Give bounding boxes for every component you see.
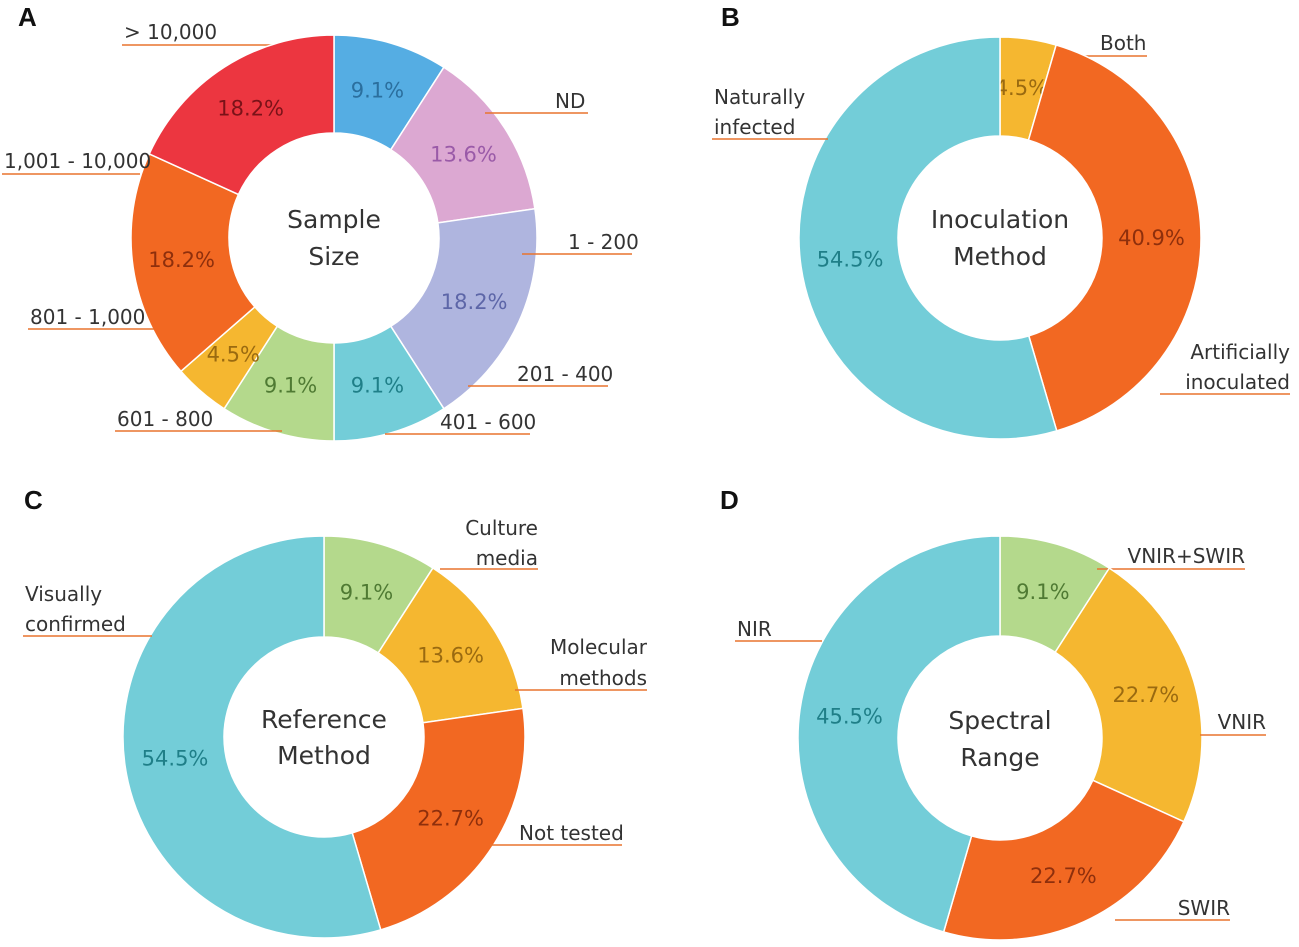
donut-panel-b: B 4.5% Both 40.9% Artificially inoculated 54.5…	[712, 2, 1290, 440]
slice-value-label: 4.5%	[207, 342, 260, 366]
category-label: VNIR+SWIR	[1128, 544, 1246, 568]
donut-panel-a: A 9.1% > 10,000 13.6% ND 18.2% 1 - 200 9.1% 201 …	[2, 2, 639, 442]
slice-value-label: 4.5%	[995, 76, 1048, 100]
category-label: Artificially	[1190, 340, 1290, 364]
slice-value-label: 18.2%	[441, 290, 508, 314]
category-label: Not tested	[519, 821, 624, 845]
donut-center-title: Reference	[261, 705, 387, 734]
slice-value-label: 9.1%	[1016, 580, 1069, 604]
category-label: inoculated	[1185, 370, 1290, 394]
slice-not-tested	[351, 707, 526, 931]
category-label: 1 - 200	[568, 230, 639, 254]
donut-panel-d: D 9.1% VNIR+SWIR 22.7% VNIR 22.7% SWIR 45.5% NIR…	[720, 485, 1267, 941]
category-label: > 10,000	[124, 20, 217, 44]
category-label: confirmed	[25, 612, 126, 636]
category-label: 201 - 400	[517, 362, 613, 386]
panel-letter: B	[721, 2, 740, 32]
slice-value-label: 22.7%	[417, 806, 484, 830]
donut-center-title: Size	[308, 242, 359, 271]
slice-1-200	[389, 207, 538, 410]
category-label: methods	[559, 666, 647, 690]
slice-value-label: 54.5%	[142, 746, 209, 770]
category-label: Culture	[465, 516, 538, 540]
slice-value-label: 18.2%	[217, 96, 284, 120]
slice-value-label: 40.9%	[1118, 226, 1185, 250]
category-label: Naturally	[714, 85, 805, 109]
category-label: 1,001 - 10,000	[4, 149, 151, 173]
donut-panel-c: C 9.1% Culture media 13.6% Molecular methods 22…	[23, 485, 648, 939]
donut-center-title: Sample	[287, 205, 381, 234]
category-label: media	[476, 546, 538, 570]
category-label: VNIR	[1218, 710, 1267, 734]
slice-value-label: 45.5%	[816, 705, 883, 729]
category-label: ND	[555, 89, 585, 113]
slice-artificially-inoculated	[1027, 44, 1202, 432]
category-label: Visually	[25, 582, 102, 606]
slice-value-label: 13.6%	[417, 644, 484, 668]
donut-center-title: Inoculation	[931, 205, 1069, 234]
donut-center-title: Method	[277, 741, 371, 770]
slice-value-label: 22.7%	[1112, 683, 1179, 707]
category-label: 601 - 800	[117, 407, 213, 431]
slice-nir	[797, 535, 1001, 933]
donut-center-title: Spectral	[948, 706, 1051, 735]
slice-1-001-10-000	[148, 34, 335, 196]
category-label: Both	[1100, 31, 1146, 55]
slice-value-label: 9.1%	[351, 374, 404, 398]
category-label: NIR	[737, 617, 772, 641]
panel-letter: D	[720, 485, 739, 515]
slice-value-label: 13.6%	[430, 143, 497, 167]
category-label: 801 - 1,000	[30, 305, 145, 329]
slice-value-label: 9.1%	[340, 581, 393, 605]
donut-center-title: Range	[960, 743, 1039, 772]
slice-value-label: 18.2%	[148, 248, 215, 272]
donut-center-title: Method	[953, 242, 1047, 271]
slice-vnir	[1054, 567, 1203, 823]
slice-visually-confirmed	[122, 535, 382, 939]
slice-swir	[942, 779, 1185, 941]
slice-value-label: 54.5%	[817, 248, 884, 272]
category-label: 401 - 600	[440, 410, 536, 434]
slice-value-label: 22.7%	[1030, 864, 1097, 888]
category-label: SWIR	[1178, 896, 1230, 920]
slice-value-label: 9.1%	[264, 374, 317, 398]
slice-naturally-infected	[798, 36, 1058, 440]
panel-letter: C	[24, 485, 43, 515]
slice-value-label: 9.1%	[351, 78, 404, 102]
panel-letter: A	[18, 2, 37, 32]
slice-801-1-000	[130, 152, 256, 373]
category-label: infected	[714, 115, 795, 139]
category-label: Molecular	[550, 635, 648, 659]
